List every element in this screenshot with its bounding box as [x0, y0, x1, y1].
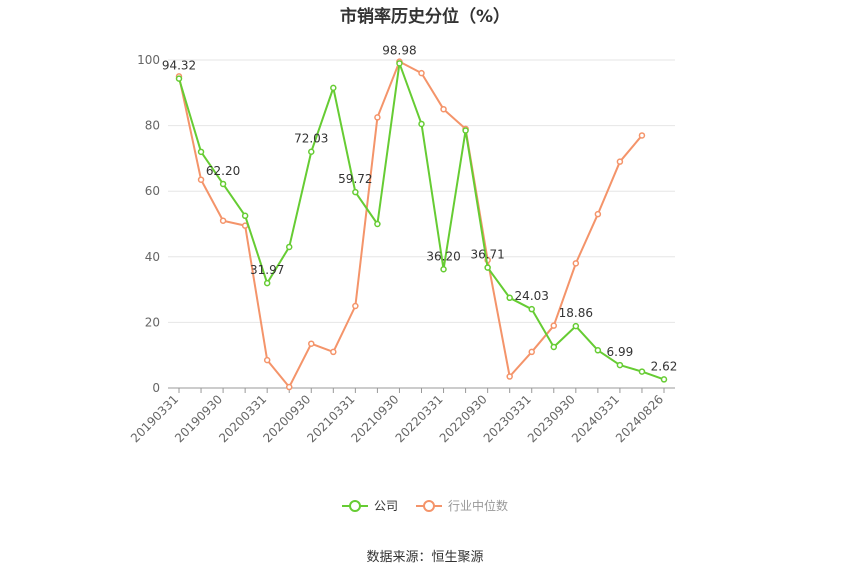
y-tick-label: 40 [145, 250, 160, 264]
data-label: 59.72 [338, 172, 372, 186]
data-point-industry [374, 114, 381, 121]
data-point-industry [550, 322, 558, 329]
data-point-industry [352, 302, 359, 310]
data-point-company [352, 188, 359, 196]
data-point-company [550, 343, 558, 351]
data-label: 31.97 [250, 263, 284, 277]
data-point-industry [285, 383, 293, 391]
data-point-company [374, 220, 381, 228]
data-label: 94.32 [162, 59, 196, 73]
data-point-company [594, 347, 602, 354]
data-point-company [241, 212, 249, 220]
data-point-industry [528, 348, 535, 356]
data-point-company [308, 148, 315, 155]
data-source: 数据来源：恒生聚源 [366, 550, 484, 565]
data-point-industry [506, 373, 513, 380]
y-tick-label: 0 [152, 381, 160, 395]
legend-industry-label: 行业中位数 [448, 499, 509, 513]
data-point-company [506, 294, 513, 302]
y-tick-label: 100 [137, 53, 160, 67]
data-label: 36.71 [470, 248, 504, 262]
data-label: 98.98 [382, 43, 416, 57]
data-point-company [175, 75, 183, 82]
data-point-industry [219, 217, 227, 224]
data-point-company [660, 376, 668, 383]
data-point-company [440, 266, 447, 273]
data-point-industry [594, 210, 602, 218]
data-point-industry [197, 176, 205, 183]
line-chart: 0204060801002019033120190930202003312020… [128, 43, 678, 445]
data-point-industry [308, 340, 315, 347]
legend-industry-marker [416, 499, 442, 513]
chart-title: 市销率历史分位（%） [339, 7, 511, 27]
data-point-industry [418, 69, 425, 77]
legend-item-industry[interactable]: 行业中位数 [416, 497, 508, 514]
data-point-company [285, 243, 293, 251]
data-label: 2.62 [651, 359, 678, 373]
data-point-company [396, 60, 403, 67]
legend-item-company[interactable]: 公司 [341, 497, 398, 514]
data-label: 62.20 [206, 164, 240, 178]
series-line-industry [178, 60, 643, 389]
data-point-company [484, 264, 491, 271]
data-point-industry [440, 105, 447, 113]
legend-company-marker [341, 499, 368, 513]
data-point-industry [638, 132, 646, 139]
data-label: 18.86 [559, 306, 593, 320]
data-point-company [572, 322, 580, 330]
data-point-industry [263, 356, 271, 364]
data-point-industry [616, 158, 624, 165]
data-point-company [616, 361, 624, 369]
data-point-company [638, 368, 646, 375]
legend-company-label: 公司 [373, 499, 398, 513]
data-label: 24.03 [515, 289, 549, 303]
x-tick-label: 20240826 [613, 392, 666, 445]
data-point-company [330, 84, 337, 92]
data-label: 36.20 [426, 249, 460, 263]
y-tick-label: 60 [145, 184, 160, 198]
data-label: 72.03 [294, 132, 328, 146]
y-tick-label: 80 [145, 119, 160, 133]
series-line-company [178, 62, 665, 381]
y-tick-label: 20 [145, 315, 160, 329]
data-point-company [418, 120, 425, 128]
data-point-company [197, 148, 205, 156]
data-point-company [219, 180, 227, 188]
data-point-company [462, 127, 469, 134]
data-label: 6.99 [607, 345, 634, 359]
data-point-industry [572, 260, 580, 267]
data-point-industry [330, 348, 337, 356]
data-point-company [528, 305, 535, 313]
chart-legend: 公司 行业中位数 [0, 497, 850, 514]
data-point-company [263, 279, 271, 287]
